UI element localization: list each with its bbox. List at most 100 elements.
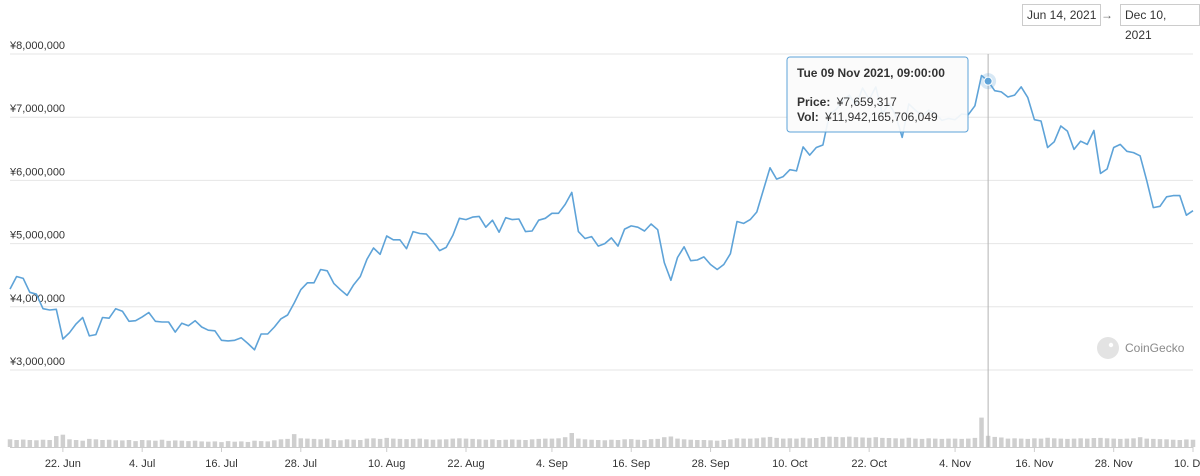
volume-bar	[853, 437, 859, 447]
volume-bar	[741, 438, 746, 447]
volume-bar	[417, 438, 423, 447]
volume-bars	[7, 417, 1196, 447]
volume-bar	[549, 438, 555, 447]
volume-bar	[1124, 438, 1130, 447]
volume-bar	[1118, 438, 1123, 447]
volume-bar	[199, 441, 204, 447]
volume-bar	[443, 439, 449, 447]
volume-bar	[450, 438, 456, 447]
volume-bar	[589, 439, 594, 447]
x-tick-label: 22. Oct	[851, 458, 886, 470]
volume-bar	[576, 438, 581, 447]
volume-bar	[886, 438, 892, 447]
volume-bar	[543, 438, 548, 447]
volume-bar	[298, 438, 304, 447]
volume-bar	[721, 440, 727, 447]
volume-bar	[1184, 439, 1189, 447]
x-tick-label: 10. Aug	[368, 458, 405, 470]
volume-bar	[60, 434, 66, 447]
x-tick-label: 10. Dec	[1174, 458, 1200, 470]
volume-bar	[100, 440, 105, 447]
x-tick-label: 22. Jun	[45, 458, 81, 470]
volume-bar	[794, 438, 799, 447]
y-tick-label: ¥4,000,000	[9, 293, 65, 305]
volume-bar	[212, 441, 218, 447]
y-tick-label: ¥7,000,000	[9, 103, 65, 115]
volume-bar	[615, 440, 621, 447]
tooltip-price-label: Price:	[797, 95, 830, 109]
volume-bar	[966, 438, 971, 447]
volume-bar	[391, 438, 396, 447]
svg-text:Vol: ¥11,942,165,706,049: Vol: ¥11,942,165,706,049	[797, 110, 938, 124]
volume-bar	[959, 438, 964, 447]
x-tick-label: 16. Nov	[1015, 458, 1053, 470]
volume-bar	[239, 441, 244, 447]
volume-bar	[1045, 437, 1050, 447]
volume-bar	[1098, 437, 1103, 447]
volume-bar	[424, 439, 429, 447]
volume-bar	[1111, 438, 1116, 447]
volume-bar	[232, 441, 237, 447]
volume-bar	[404, 439, 409, 447]
volume-bar	[681, 439, 687, 447]
tooltip: Tue 09 Nov 2021, 09:00:00 Price: ¥7,659,…	[786, 56, 969, 133]
volume-bar	[73, 440, 79, 447]
volume-bar	[556, 438, 561, 447]
volume-bar	[939, 438, 945, 447]
y-tick-label: ¥8,000,000	[9, 40, 65, 52]
volume-bar	[410, 438, 416, 447]
volume-bar	[913, 438, 918, 447]
volume-bar	[113, 440, 118, 447]
volume-bar	[437, 439, 442, 447]
x-tick-label: 10. Oct	[772, 458, 807, 470]
volume-bar	[906, 437, 912, 447]
volume-bar	[80, 440, 85, 447]
volume-bar	[827, 436, 832, 447]
volume-bar	[807, 438, 812, 447]
volume-bar	[622, 439, 627, 447]
volume-bar	[516, 439, 522, 447]
x-tick-label: 4. Nov	[939, 458, 971, 470]
volume-bar	[377, 438, 383, 447]
volume-bar	[305, 438, 310, 447]
volume-bar	[27, 440, 33, 447]
volume-bar	[40, 439, 46, 447]
volume-bar	[648, 439, 654, 447]
volume-bar	[529, 439, 535, 447]
volume-bar	[602, 440, 608, 447]
volume-bar	[979, 417, 984, 447]
volume-bar	[457, 438, 462, 447]
volume-bar	[992, 436, 997, 447]
x-tick-label: 4. Sep	[536, 458, 568, 470]
volume-bar	[714, 440, 720, 447]
x-tick-label: 22. Aug	[447, 458, 484, 470]
x-tick-label: 4. Jul	[129, 458, 155, 470]
volume-bar	[655, 438, 660, 447]
volume-bar	[496, 440, 502, 447]
volume-bar	[87, 438, 92, 447]
volume-bar	[252, 440, 257, 447]
volume-bar	[695, 440, 700, 447]
tooltip-price-value: ¥7,659,317	[836, 95, 897, 109]
gecko-logo-icon	[1097, 337, 1119, 359]
hover-point[interactable]	[983, 76, 993, 86]
volume-bar	[120, 440, 125, 447]
range-end-date-input[interactable]: Dec 10, 2021	[1120, 4, 1200, 42]
volume-bar	[880, 437, 885, 447]
volume-bar	[1157, 439, 1163, 447]
volume-bar	[847, 436, 852, 447]
volume-bar	[747, 438, 753, 447]
volume-bar	[206, 441, 211, 447]
x-tick-label: 16. Sep	[612, 458, 650, 470]
volume-bar	[20, 439, 26, 447]
x-tick-label: 28. Sep	[692, 458, 730, 470]
volume-bar	[1071, 438, 1077, 447]
volume-bar	[285, 438, 290, 447]
range-start-date-input[interactable]: Jun 14, 2021	[1022, 4, 1102, 26]
volume-bar	[926, 438, 931, 447]
volume-bar	[106, 439, 112, 447]
volume-bar	[47, 440, 52, 447]
volume-bar	[159, 439, 165, 447]
volume-bar	[1032, 438, 1037, 447]
